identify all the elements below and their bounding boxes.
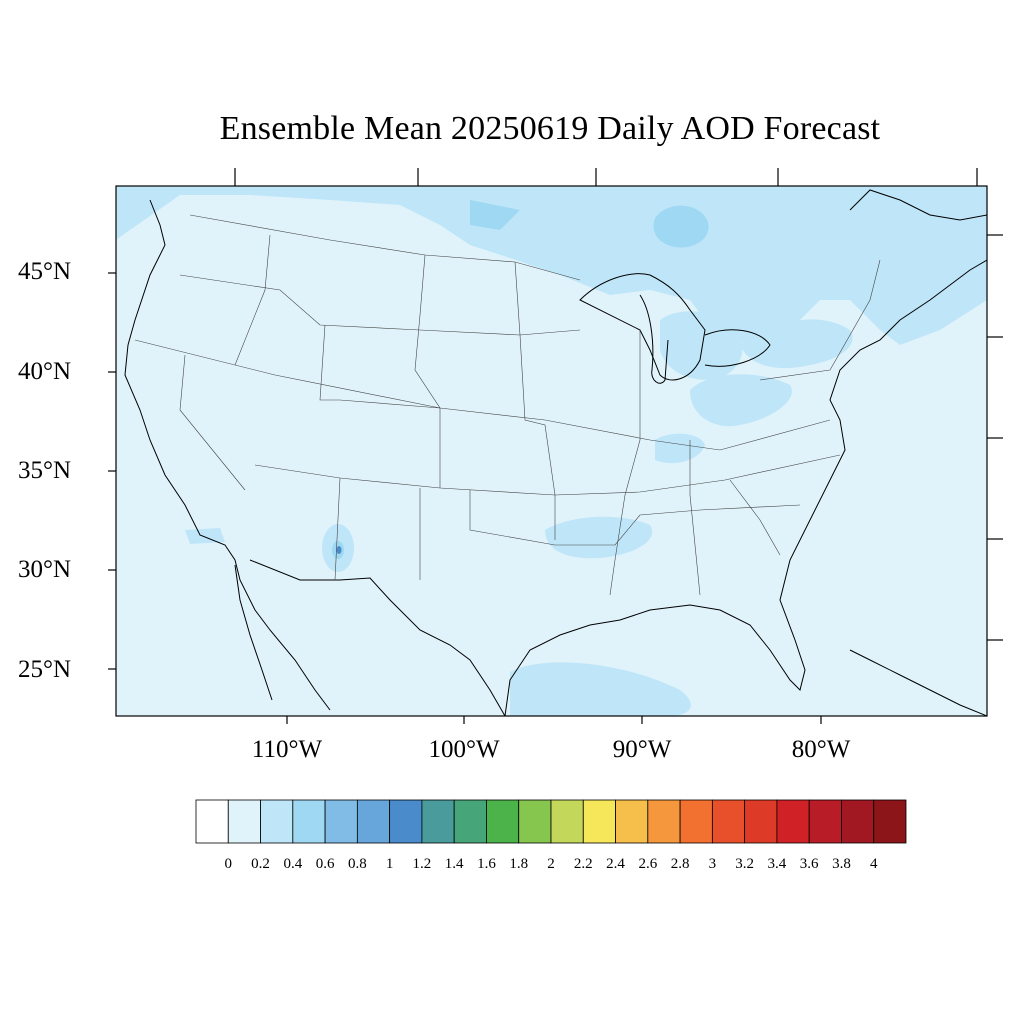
colorbar-tick-label: 0 xyxy=(224,856,233,872)
lon-label-80w: 80°W xyxy=(791,736,851,763)
gulf-atlantic-coast xyxy=(504,259,987,716)
colorbar-swatch xyxy=(647,799,681,844)
colorbar-tick-label: 0.4 xyxy=(283,856,303,872)
aod-enhanced-gulf xyxy=(510,662,691,716)
colorbar-swatch xyxy=(260,799,294,844)
lon-label-90w: 90°W xyxy=(612,736,672,763)
colorbar-tick-label: 2.2 xyxy=(573,856,593,872)
colorbar-swatch xyxy=(711,799,746,844)
aod-hotspot-canada-west xyxy=(470,200,520,230)
border-id-mt xyxy=(234,234,271,366)
lake-erie-ontario xyxy=(704,329,771,367)
colorbar-tick-label: 2.6 xyxy=(638,856,658,872)
lon-label-110w: 110°W xyxy=(251,736,323,763)
lat-label-45: 45°N xyxy=(18,258,72,285)
colorbar-tick-label: 1.4 xyxy=(444,856,464,872)
lat-label-35: 35°N xyxy=(18,457,72,484)
lat-label-40: 40°N xyxy=(18,358,72,385)
aod-enhanced-baja xyxy=(185,528,225,544)
border-southern xyxy=(555,504,801,546)
map-title: Ensemble Mean 20250619 Daily AOD Forecas… xyxy=(219,110,881,147)
colorbar-swatch xyxy=(486,799,520,844)
colorbar-tick-label: 0.8 xyxy=(347,856,367,872)
colorbar-swatch xyxy=(679,799,713,844)
colorbar-tick-label: 1.6 xyxy=(477,856,496,872)
state-borders xyxy=(134,214,881,596)
aod-enhanced-lakes xyxy=(660,311,743,380)
colorbar-swatch xyxy=(615,799,649,844)
colorbar-swatch xyxy=(550,799,584,844)
colorbar-swatch xyxy=(356,799,391,844)
aod-enhanced-ohio xyxy=(690,374,792,427)
colorbar-tick-label: 4 xyxy=(869,856,878,872)
colorbar-tick-label: 2.8 xyxy=(670,856,690,872)
coastlines xyxy=(124,189,987,716)
colorbar-swatch xyxy=(873,799,907,844)
colorbar-swatch xyxy=(421,799,455,844)
aod-enhanced-north xyxy=(116,186,987,345)
colorbar-swatch xyxy=(518,799,552,844)
colorbar-tick-label: 3.6 xyxy=(799,856,819,872)
colorbar-swatch xyxy=(324,799,358,844)
aod-hotspot-canada xyxy=(653,205,709,248)
border-il-ms xyxy=(609,330,641,596)
axis-ticks xyxy=(108,168,1003,724)
colorbar-tick-label: 3 xyxy=(708,856,717,872)
colorbar xyxy=(195,799,907,844)
caribbean-islands xyxy=(849,649,987,716)
colorbar-swatch xyxy=(227,799,261,844)
pacific-coast xyxy=(124,199,331,711)
colorbar-swatch xyxy=(389,799,423,844)
aod-enhanced-gulf-coast xyxy=(545,516,653,559)
colorbar-swatch xyxy=(841,799,875,844)
lon-label-100w: 100°W xyxy=(428,736,500,763)
colorbar-tick-label: 1.8 xyxy=(509,856,529,872)
lat-label-30: 30°N xyxy=(18,556,72,583)
aod-field xyxy=(116,186,987,716)
border-lat-41 xyxy=(134,339,831,451)
colorbar-tick-label: 3.4 xyxy=(767,856,787,872)
border-northeast xyxy=(759,259,881,381)
great-lakes-outline xyxy=(579,273,706,381)
border-north-tier xyxy=(179,274,581,336)
colorbar-tick-label: 3.2 xyxy=(735,856,754,872)
colorbar-tick-label: 3.8 xyxy=(832,856,851,872)
colorbar-tick-label: 1 xyxy=(385,856,394,872)
colorbar-tick-label: 0.6 xyxy=(315,856,335,872)
colorbar-tick-label: 1.2 xyxy=(412,856,432,872)
aod-enhanced-northeast xyxy=(740,319,853,369)
mexico-border xyxy=(249,559,506,716)
border-wy-co xyxy=(319,324,441,409)
border-mn-ia-mo xyxy=(514,261,556,540)
colorbar-swatch xyxy=(453,799,487,844)
border-al-ga xyxy=(689,440,781,596)
canada-east-coast xyxy=(849,189,987,221)
colorbar-tick-label: 2 xyxy=(547,856,555,872)
colorbar-swatch xyxy=(582,799,616,844)
baja-east-coast xyxy=(234,564,273,701)
colorbar-swatch xyxy=(292,799,326,844)
border-dakotas-ne-ks xyxy=(414,254,441,488)
colorbar-swatch xyxy=(744,799,778,844)
colorbar-tick-label: 2.4 xyxy=(606,856,625,872)
colorbar-swatch xyxy=(808,799,842,844)
lake-michigan xyxy=(639,294,669,384)
aod-enhanced-tennessee xyxy=(655,433,705,464)
border-ca-nv xyxy=(179,354,246,491)
colorbar-swatch xyxy=(776,799,810,844)
border-nm-tx-ok xyxy=(334,477,556,581)
colorbar-tick-label: 0.2 xyxy=(251,856,270,872)
colorbar-swatch xyxy=(195,799,229,844)
lat-label-25: 25°N xyxy=(18,656,72,683)
map-frame xyxy=(115,185,988,717)
aod-hotspot-core xyxy=(336,546,342,554)
